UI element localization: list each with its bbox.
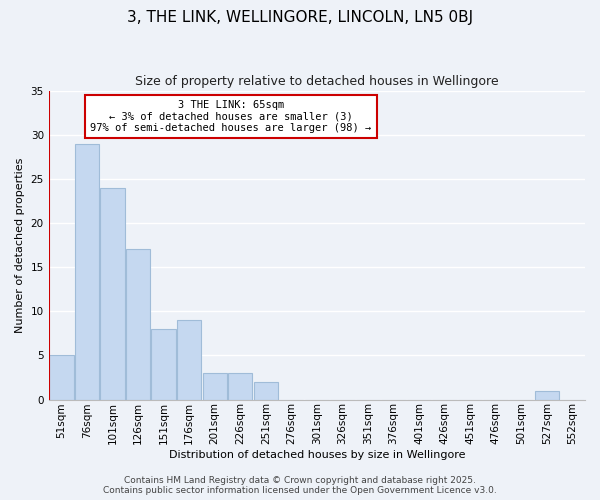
Bar: [126, 250, 150, 400]
Bar: [100, 188, 125, 400]
Title: Size of property relative to detached houses in Wellingore: Size of property relative to detached ho…: [135, 75, 499, 88]
Text: Contains HM Land Registry data © Crown copyright and database right 2025.
Contai: Contains HM Land Registry data © Crown c…: [103, 476, 497, 495]
Bar: [203, 373, 227, 400]
Y-axis label: Number of detached properties: Number of detached properties: [15, 158, 25, 332]
Bar: [535, 390, 559, 400]
X-axis label: Distribution of detached houses by size in Wellingore: Distribution of detached houses by size …: [169, 450, 465, 460]
Text: 3, THE LINK, WELLINGORE, LINCOLN, LN5 0BJ: 3, THE LINK, WELLINGORE, LINCOLN, LN5 0B…: [127, 10, 473, 25]
Bar: [151, 329, 176, 400]
Bar: [228, 373, 253, 400]
Text: 3 THE LINK: 65sqm
← 3% of detached houses are smaller (3)
97% of semi-detached h: 3 THE LINK: 65sqm ← 3% of detached house…: [91, 100, 371, 133]
Bar: [254, 382, 278, 400]
Bar: [75, 144, 99, 400]
Bar: [177, 320, 201, 400]
Bar: [49, 356, 74, 400]
